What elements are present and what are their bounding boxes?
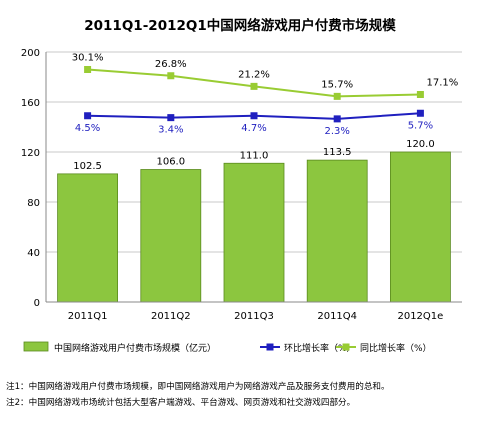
legend-swatch-bar xyxy=(23,341,49,352)
line-marker xyxy=(250,112,258,120)
line-value-label: 3.4% xyxy=(158,125,183,136)
bar-value-label: 120.0 xyxy=(406,139,435,150)
bar xyxy=(389,151,451,303)
x-axis: 2011Q1 2011Q2 2011Q3 2011Q4 2012Q1e xyxy=(46,301,462,322)
line-marker xyxy=(416,109,424,117)
line-value-label: 15.7% xyxy=(321,79,353,90)
chart-title: 2011Q1-2012Q1中国网络游戏用户付费市场规模 xyxy=(84,17,396,34)
line-value-label: 2.3% xyxy=(324,126,349,137)
y-tick-label: 160 xyxy=(21,98,40,109)
bar xyxy=(140,169,202,303)
footnote-1: 注1：中国网络游戏用户付费市场规模，即中国网络游戏用户为网络游戏产品及服务支付费… xyxy=(6,382,390,392)
bar xyxy=(306,159,368,303)
line-marker xyxy=(416,91,424,98)
line-value-label: 26.8% xyxy=(155,59,187,70)
footnote-2: 注2：中国网络游戏市场统计包括大型客户端游戏、平台游戏、网页游戏和社交游戏四部分… xyxy=(6,398,356,408)
y-tick-label: 120 xyxy=(21,148,40,159)
bar xyxy=(57,173,118,303)
line-marker xyxy=(250,82,258,90)
y-axis: 0 40 80 120 160 200 xyxy=(21,48,47,309)
y-tick-label: 0 xyxy=(34,298,40,309)
line-value-label: 4.7% xyxy=(241,123,266,134)
legend-label-line: 环比增长率（%） xyxy=(284,342,356,354)
line-marker xyxy=(84,66,92,73)
x-tick-label: 2012Q1e xyxy=(397,311,443,322)
bar xyxy=(223,162,285,303)
bar-value-label: 102.5 xyxy=(73,161,102,172)
x-tick-label: 2011Q4 xyxy=(317,311,357,322)
line-marker xyxy=(333,115,341,123)
y-tick-label: 200 xyxy=(21,48,40,59)
x-tick-label: 2011Q2 xyxy=(151,311,191,322)
x-tick-label: 2011Q3 xyxy=(234,311,274,322)
bar-value-label: 111.0 xyxy=(240,150,269,161)
x-tick-label: 2011Q1 xyxy=(68,311,108,322)
line-value-label: 5.7% xyxy=(408,120,433,131)
bar-value-label: 106.0 xyxy=(156,157,185,168)
chart: 2011Q1-2012Q1中国网络游戏用户付费市场规模 0 40 80 120 160 2… xyxy=(21,17,462,354)
y-tick-label: 80 xyxy=(27,198,40,209)
bar-value-label: 113.5 xyxy=(323,147,352,158)
line-value-label: 17.1% xyxy=(427,78,459,89)
line-marker xyxy=(84,112,92,120)
legend-label-bar: 中国网络游戏用户付费市场规模（亿元） xyxy=(54,342,216,354)
line-marker xyxy=(167,72,175,80)
line-marker xyxy=(167,114,175,122)
legend-marker xyxy=(266,343,274,351)
line-value-label: 30.1% xyxy=(72,53,104,64)
legend-label-line: 同比增长率（%） xyxy=(360,342,432,354)
line-value-label: 21.2% xyxy=(238,69,270,80)
line-value-label: 4.5% xyxy=(75,123,100,134)
bars: 102.5 106.0 111.0 113.5 120.0 xyxy=(57,139,451,303)
legend-marker xyxy=(342,343,350,351)
lines: 4.5% 3.4% 4.7% 2.3% 5.7% 30.1% 26.8% 21.2% 15.7%… xyxy=(72,53,459,137)
line-marker xyxy=(333,92,341,100)
y-tick-label: 40 xyxy=(27,248,40,259)
legend: 中国网络游戏用户付费市场规模（亿元） 环比增长率（%） 同比增长率（%） xyxy=(23,341,432,354)
